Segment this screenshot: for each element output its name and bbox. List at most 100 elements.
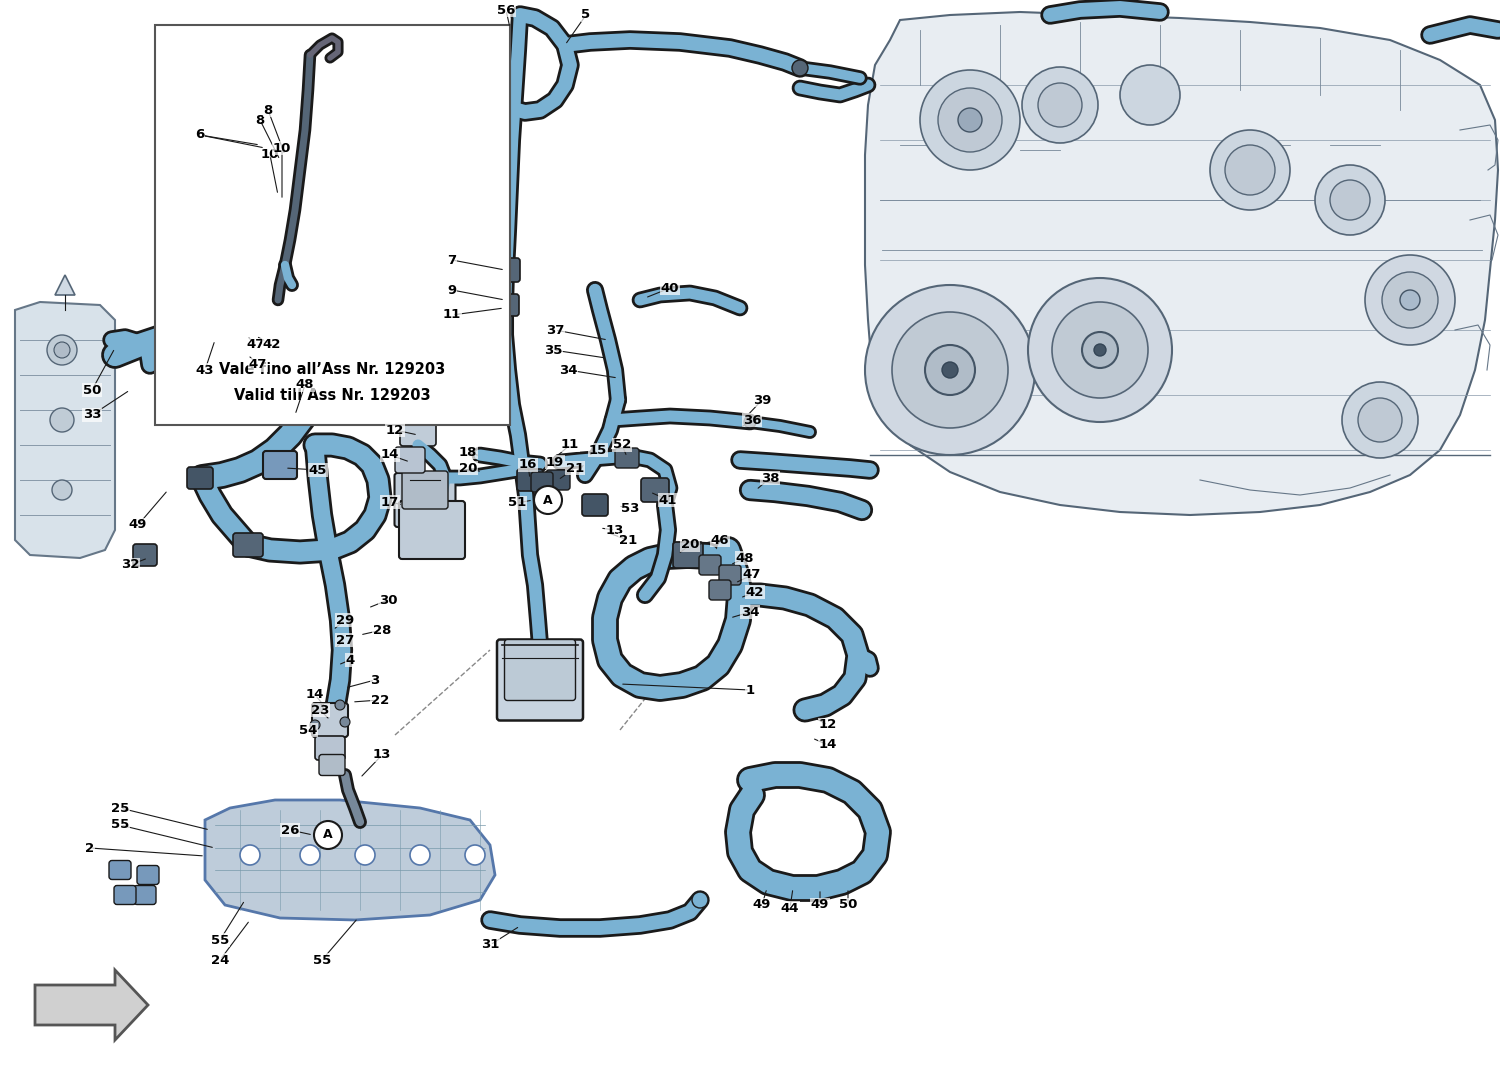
FancyBboxPatch shape — [134, 544, 158, 566]
FancyBboxPatch shape — [546, 470, 570, 490]
FancyBboxPatch shape — [231, 335, 254, 355]
Polygon shape — [56, 276, 75, 295]
Text: 6: 6 — [195, 129, 204, 142]
FancyBboxPatch shape — [262, 451, 297, 479]
Text: 34: 34 — [741, 605, 759, 619]
Text: 6: 6 — [195, 129, 204, 142]
Circle shape — [314, 703, 322, 713]
Text: 42: 42 — [746, 586, 764, 599]
FancyBboxPatch shape — [615, 448, 639, 468]
Circle shape — [50, 408, 74, 432]
Circle shape — [744, 416, 756, 428]
Text: 22: 22 — [370, 694, 388, 707]
Text: 26: 26 — [280, 823, 298, 836]
Text: 8: 8 — [255, 113, 264, 126]
Circle shape — [1226, 145, 1275, 195]
Text: 23: 23 — [310, 703, 328, 717]
Circle shape — [1120, 65, 1180, 125]
Text: 11: 11 — [442, 308, 460, 321]
Text: 18: 18 — [459, 445, 477, 458]
Circle shape — [465, 845, 484, 865]
Text: 42: 42 — [262, 339, 280, 352]
Text: 48: 48 — [296, 379, 315, 392]
Text: 19: 19 — [546, 455, 564, 468]
Polygon shape — [15, 302, 116, 558]
Text: 29: 29 — [336, 613, 354, 626]
Bar — [154, 25, 510, 425]
FancyBboxPatch shape — [640, 478, 669, 502]
FancyBboxPatch shape — [232, 533, 262, 556]
Text: 47: 47 — [248, 339, 266, 352]
Circle shape — [1038, 83, 1082, 127]
Text: 47: 47 — [249, 358, 267, 371]
Text: 55: 55 — [211, 933, 230, 946]
Text: 49: 49 — [129, 518, 147, 531]
Circle shape — [356, 845, 375, 865]
Circle shape — [1210, 130, 1290, 210]
Text: 32: 32 — [122, 559, 140, 572]
FancyBboxPatch shape — [496, 639, 584, 721]
Circle shape — [926, 345, 975, 395]
FancyBboxPatch shape — [494, 294, 519, 316]
FancyBboxPatch shape — [110, 860, 130, 880]
FancyBboxPatch shape — [248, 325, 268, 345]
FancyBboxPatch shape — [279, 397, 310, 423]
FancyBboxPatch shape — [399, 501, 465, 559]
FancyBboxPatch shape — [582, 494, 608, 516]
Text: 13: 13 — [606, 524, 624, 537]
Text: 15: 15 — [590, 443, 608, 456]
Text: 20: 20 — [681, 538, 699, 551]
Text: 27: 27 — [336, 634, 354, 647]
Circle shape — [1358, 397, 1402, 442]
Text: 28: 28 — [374, 624, 392, 636]
Text: 14: 14 — [306, 688, 324, 701]
Text: 2: 2 — [86, 842, 94, 855]
Polygon shape — [865, 12, 1498, 515]
Circle shape — [1400, 290, 1420, 310]
Circle shape — [938, 88, 1002, 152]
Text: 39: 39 — [753, 393, 771, 406]
Circle shape — [792, 60, 808, 76]
Text: 48: 48 — [735, 551, 754, 564]
Circle shape — [892, 313, 1008, 428]
Text: 7: 7 — [447, 254, 456, 267]
Text: Valid till Ass Nr. 129203: Valid till Ass Nr. 129203 — [234, 388, 430, 403]
Text: 41: 41 — [658, 493, 676, 506]
FancyBboxPatch shape — [699, 555, 721, 575]
FancyBboxPatch shape — [710, 580, 730, 600]
Text: 1: 1 — [746, 684, 754, 697]
Text: A: A — [543, 493, 554, 506]
Text: 47: 47 — [742, 568, 760, 582]
FancyBboxPatch shape — [234, 320, 256, 340]
Text: 55: 55 — [111, 819, 129, 832]
FancyBboxPatch shape — [394, 446, 424, 473]
Text: 3: 3 — [370, 673, 380, 686]
FancyBboxPatch shape — [394, 473, 456, 527]
FancyBboxPatch shape — [504, 639, 576, 700]
Text: 12: 12 — [819, 719, 837, 732]
Text: 44: 44 — [780, 902, 800, 915]
Circle shape — [1028, 278, 1172, 423]
Text: 14: 14 — [381, 449, 399, 462]
FancyBboxPatch shape — [136, 866, 159, 884]
Text: 14: 14 — [819, 738, 837, 751]
Text: 45: 45 — [309, 464, 327, 477]
Circle shape — [942, 362, 958, 378]
Text: 37: 37 — [546, 323, 564, 337]
Text: 38: 38 — [760, 472, 780, 485]
Text: 52: 52 — [614, 439, 632, 452]
Text: 21: 21 — [566, 462, 584, 475]
Text: 31: 31 — [482, 939, 500, 952]
Circle shape — [1365, 255, 1455, 345]
Circle shape — [314, 821, 342, 849]
Text: 50: 50 — [839, 898, 856, 911]
Text: 49: 49 — [812, 898, 830, 911]
FancyBboxPatch shape — [402, 472, 448, 509]
Text: 11: 11 — [561, 439, 579, 452]
Circle shape — [46, 335, 76, 365]
FancyBboxPatch shape — [320, 755, 345, 775]
FancyBboxPatch shape — [518, 469, 543, 491]
FancyBboxPatch shape — [188, 467, 213, 489]
Circle shape — [1382, 272, 1438, 328]
FancyBboxPatch shape — [531, 472, 554, 492]
